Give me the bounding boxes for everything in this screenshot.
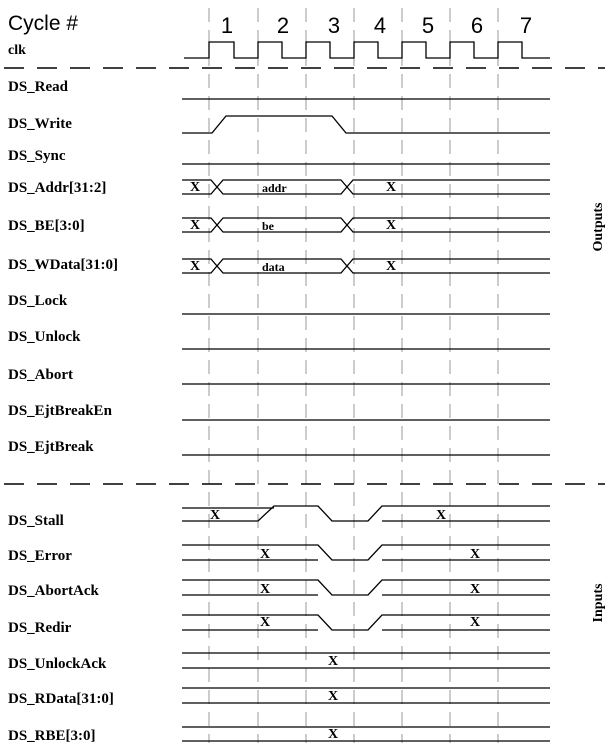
cycle-number-5: 5: [422, 13, 434, 38]
cycle-title: Cycle #: [8, 12, 78, 35]
signal-label-ds-ejtbreak: DS_EjtBreak: [8, 439, 94, 455]
cycle-number-2: 2: [277, 13, 289, 38]
cycle-number-1: 1: [221, 13, 233, 38]
ds-error-wave: X X: [182, 544, 550, 562]
ds-rdata-x: X: [328, 689, 338, 704]
signal-label-ds-error: DS_Error: [8, 548, 72, 564]
ds-abortack-x-before: X: [260, 582, 270, 597]
ds-stall-wave: X X: [182, 505, 550, 523]
ds-unlockack-wave: X: [182, 652, 550, 669]
ds-addr-wave: X addr X: [182, 179, 550, 195]
ds-be-x-before: X: [190, 218, 200, 233]
ds-addr-x-before: X: [190, 180, 200, 195]
ds-unlockack-x: X: [328, 654, 338, 669]
ds-wdata-wave: X data X: [182, 258, 550, 274]
cycle-number-4: 4: [374, 13, 386, 38]
signal-label-ds-abort: DS_Abort: [8, 367, 73, 383]
ds-addr-value: addr: [262, 181, 287, 195]
ds-abortack-wave: X X: [182, 579, 550, 597]
signal-label-ds-read: DS_Read: [8, 79, 69, 95]
inputs-group-label: Inputs: [591, 583, 606, 622]
signal-label-ds-wdata-31-0: DS_WData[31:0]: [8, 257, 118, 273]
ds-rbe-wave: X: [182, 726, 550, 742]
ds-be-value: be: [262, 219, 275, 233]
signal-label-ds-abortack: DS_AbortAck: [8, 583, 99, 599]
ds-abortack-x-after: X: [470, 582, 480, 597]
ds-wdata-x-after: X: [386, 259, 396, 274]
signal-labels: DS_Read DS_Write DS_Sync DS_Addr[31:2] DS_BE…: [8, 79, 118, 743]
signal-label-ds-rdata-31-0: DS_RData[31:0]: [8, 691, 114, 707]
cycle-number-3: 3: [328, 13, 340, 38]
signal-label-ds-be-3-0: DS_BE[3:0]: [8, 218, 85, 234]
ds-redir-x-before: X: [260, 615, 270, 630]
signal-label-ds-addr-31-2: DS_Addr[31:2]: [8, 180, 106, 196]
signal-label-ds-lock: DS_Lock: [8, 293, 68, 309]
ds-addr-x-after: X: [386, 180, 396, 195]
cycle-number-7: 7: [520, 13, 532, 38]
ds-write-wave: [182, 115, 550, 134]
ds-wdata-value: data: [262, 260, 285, 274]
outputs-group-label: Outputs: [591, 202, 606, 252]
ds-be-x-after: X: [386, 218, 396, 233]
ds-stall-x-after: X: [436, 508, 446, 523]
ds-wdata-x-before: X: [190, 259, 200, 274]
signal-label-ds-unlockack: DS_UnlockAck: [8, 656, 107, 672]
signal-label-ds-write: DS_Write: [8, 116, 72, 132]
output-waveforms: X addr X X be X X data X: [182, 98, 550, 456]
signal-label-ds-ejtbreaken: DS_EjtBreakEn: [8, 403, 113, 419]
ds-be-wave: X be X: [182, 217, 550, 233]
signal-label-ds-redir: DS_Redir: [8, 620, 72, 636]
ds-error-x-after: X: [470, 547, 480, 562]
signal-label-ds-unlock: DS_Unlock: [8, 329, 81, 345]
ds-rdata-wave: X: [182, 687, 550, 704]
ds-stall-x-before: X: [210, 508, 220, 523]
signal-label-ds-stall: DS_Stall: [8, 513, 64, 529]
clock-waveform: [184, 41, 550, 59]
ds-redir-x-after: X: [470, 615, 480, 630]
cycle-numbers: 1 2 3 4 5 6 7: [221, 13, 532, 38]
cycle-grid-lines: [208, 8, 499, 743]
signal-label-ds-rbe-3-0: DS_RBE[3:0]: [8, 728, 96, 743]
ds-rbe-x: X: [328, 727, 338, 742]
input-waveforms: X X X X X X X X X: [182, 505, 550, 742]
clock-label: clk: [8, 43, 26, 58]
ds-error-x-before: X: [260, 547, 270, 562]
signal-label-ds-sync: DS_Sync: [8, 148, 66, 164]
ds-redir-wave: X X: [182, 614, 550, 631]
cycle-number-6: 6: [471, 13, 483, 38]
